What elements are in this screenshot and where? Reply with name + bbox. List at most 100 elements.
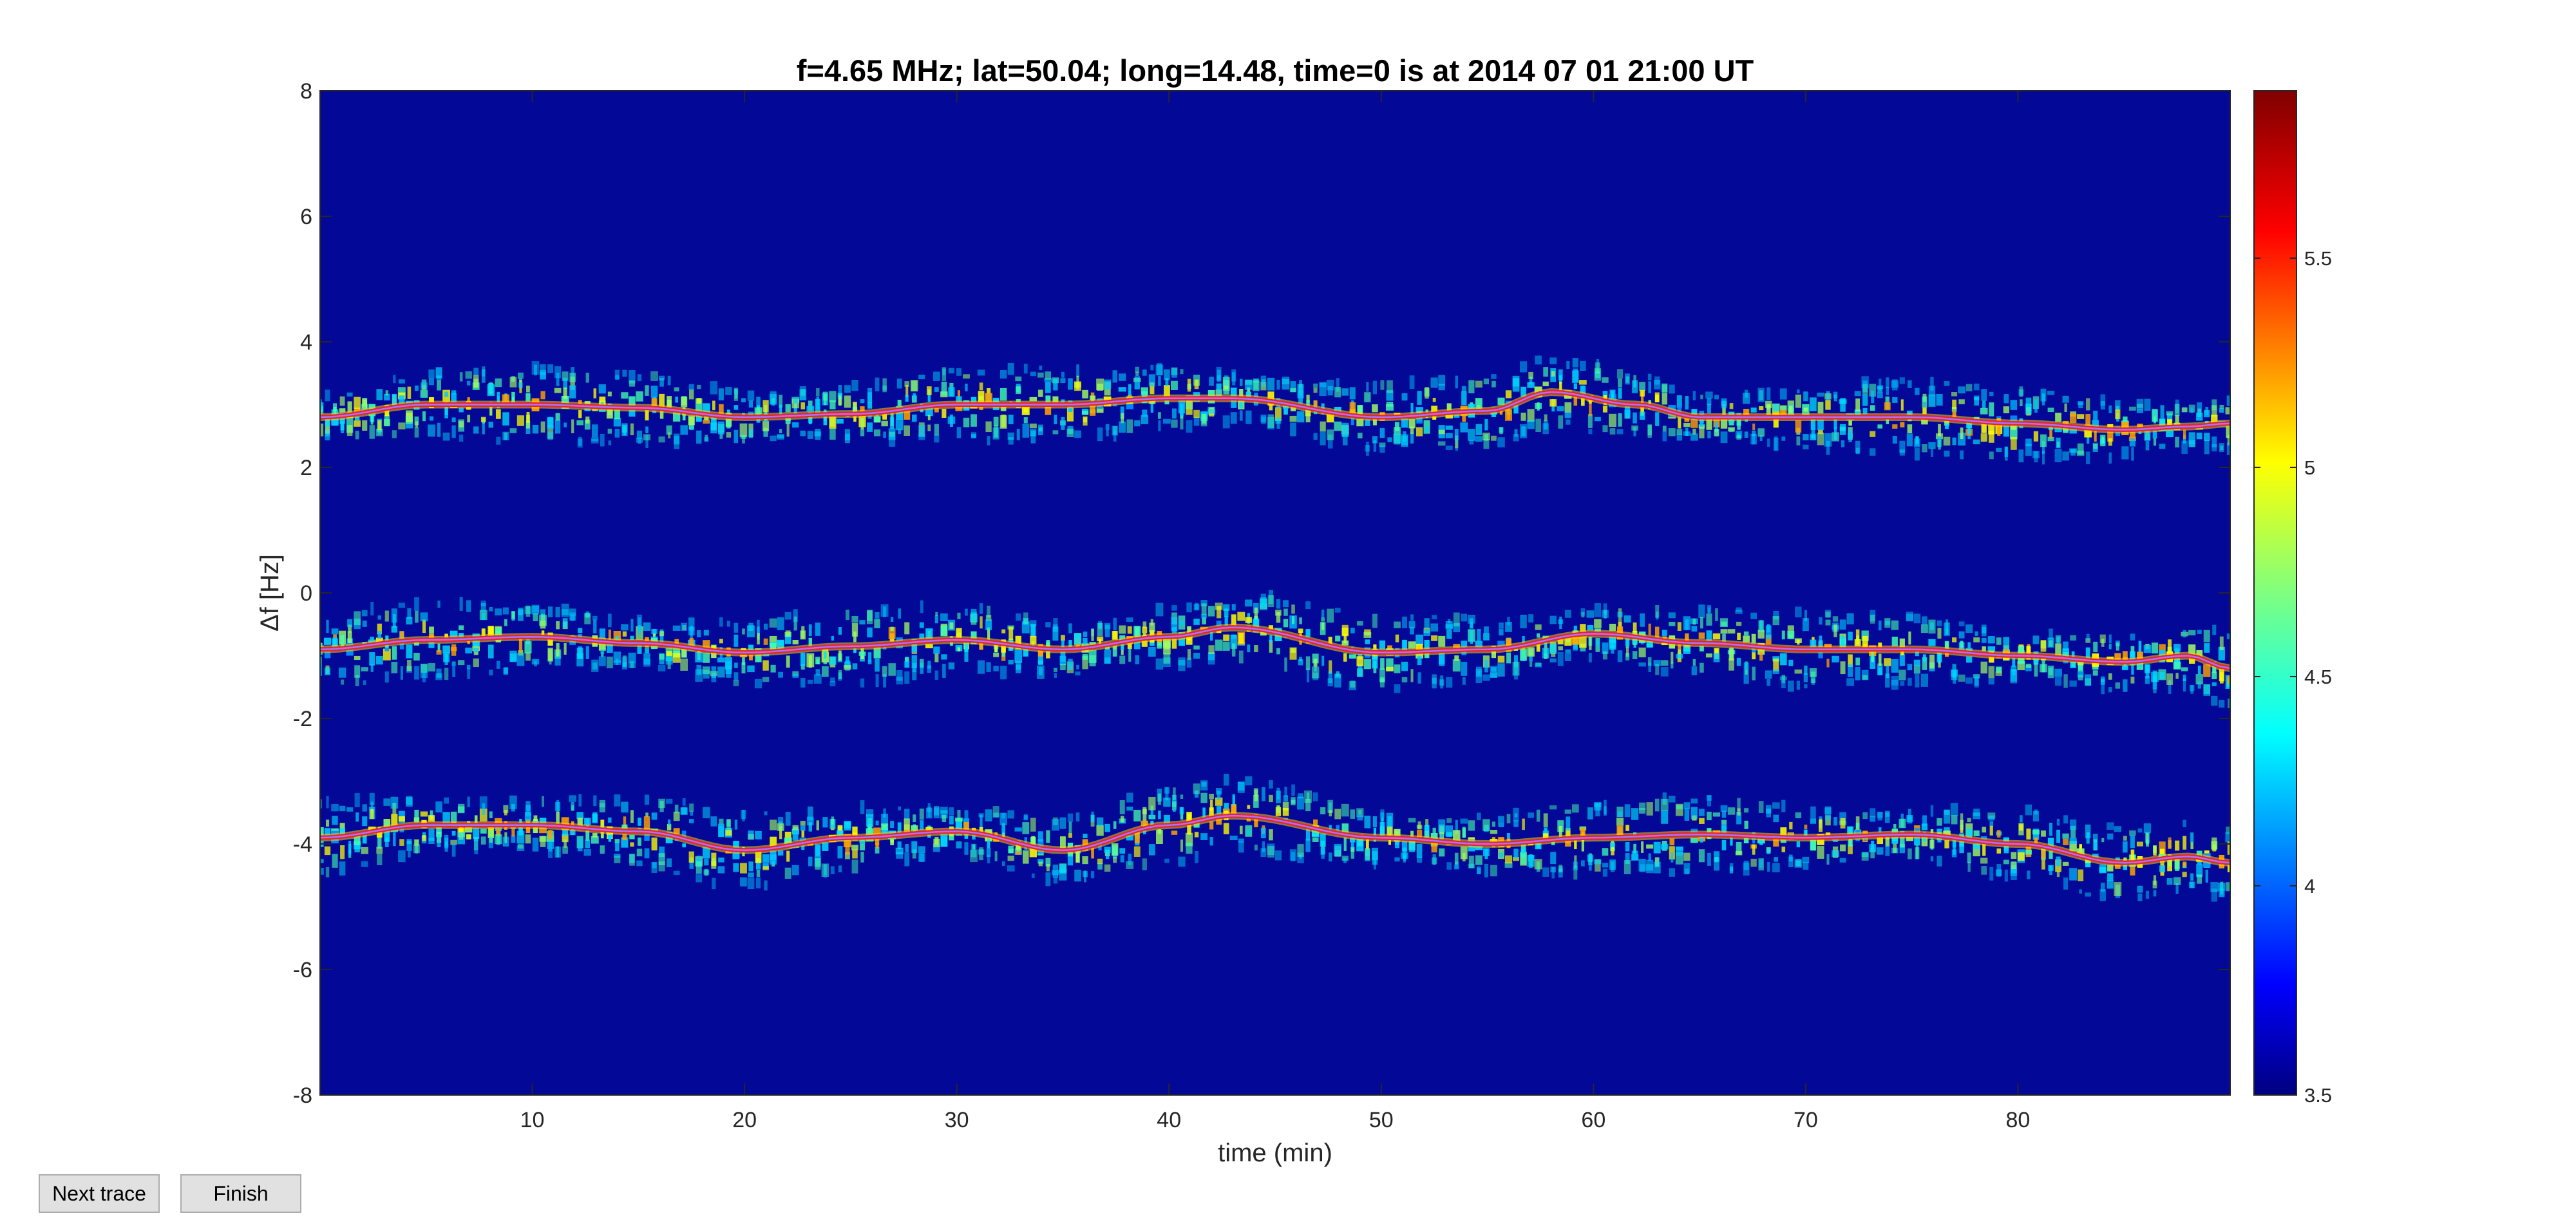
trace-speckle [1438, 651, 1445, 664]
trace-speckle [1781, 847, 1786, 852]
trace-speckle [1535, 841, 1542, 850]
trace-speckle [1105, 850, 1110, 859]
trace-speckle [1558, 415, 1564, 429]
trace-speckle [1737, 432, 1741, 438]
trace-speckle [2166, 878, 2173, 885]
trace-speckle [1988, 815, 1995, 821]
trace-speckle [406, 839, 412, 844]
trace-speckle [823, 865, 828, 878]
trace-speckle [1121, 413, 1124, 424]
trace-speckle [509, 377, 517, 388]
trace-speckle [2018, 449, 2024, 463]
trace-speckle [592, 424, 598, 438]
trace-speckle [1074, 381, 1081, 391]
trace-speckle [2077, 414, 2085, 419]
trace-speckle [1350, 628, 1355, 633]
trace-speckle [564, 422, 567, 427]
trace-speckle [1683, 863, 1690, 874]
trace-speckle [1007, 362, 1014, 375]
trace-speckle [1572, 358, 1578, 368]
trace-speckle [1499, 427, 1503, 435]
trace-speckle [1551, 866, 1555, 879]
trace-speckle [459, 633, 464, 637]
trace-speckle [1180, 415, 1184, 430]
trace-speckle [1640, 613, 1645, 627]
trace-speckle [999, 370, 1007, 379]
next-trace-button[interactable]: Next trace [39, 1174, 160, 1213]
trace-speckle [1840, 818, 1846, 829]
trace-speckle [489, 607, 493, 612]
trace-speckle [569, 612, 576, 621]
trace-speckle [1987, 636, 1995, 644]
trace-speckle [739, 423, 748, 437]
trace-speckle [428, 829, 435, 841]
trace-speckle [1826, 854, 1830, 865]
trace-speckle [1201, 603, 1207, 615]
trace-speckle [1609, 859, 1616, 870]
trace-speckle [672, 411, 681, 422]
trace-speckle [1155, 603, 1164, 617]
trace-speckle [1638, 662, 1646, 667]
trace-speckle [807, 431, 813, 439]
trace-speckle [1379, 445, 1385, 453]
trace-speckle [1395, 634, 1399, 642]
trace-speckle [1216, 366, 1222, 381]
trace-speckle [1891, 679, 1899, 686]
trace-speckle [1832, 616, 1839, 622]
trace-speckle [1960, 450, 1964, 460]
trace-speckle [1445, 621, 1453, 629]
trace-speckle [1744, 820, 1748, 829]
trace-speckle [1306, 792, 1310, 801]
trace-speckle [2115, 409, 2121, 420]
trace-speckle [658, 436, 665, 443]
trace-speckle [1767, 438, 1770, 447]
trace-speckle [1891, 659, 1899, 673]
trace-speckle [1899, 843, 1905, 854]
trace-speckle [2153, 845, 2157, 854]
trace-speckle [1275, 610, 1282, 616]
trace-speckle [793, 609, 798, 623]
trace-speckle [1186, 420, 1193, 433]
trace-speckle [2211, 671, 2217, 680]
trace-speckle [451, 843, 456, 857]
trace-speckle [340, 635, 345, 649]
trace-speckle [1729, 403, 1734, 409]
trace-speckle [710, 816, 717, 827]
trace-speckle [354, 420, 361, 427]
trace-speckle [1245, 379, 1253, 390]
trace-speckle [2210, 882, 2219, 892]
trace-speckle [1372, 655, 1378, 669]
trace-speckle [1394, 433, 1401, 445]
trace-speckle [2211, 405, 2217, 417]
trace-speckle [2107, 429, 2114, 442]
trace-speckle [2032, 451, 2040, 458]
finish-button[interactable]: Finish [180, 1174, 301, 1213]
trace-speckle [1460, 846, 1468, 859]
trace-speckle [977, 370, 985, 376]
trace-speckle [1313, 388, 1318, 393]
trace-speckle [466, 380, 471, 386]
trace-speckle [1862, 812, 1868, 820]
trace-speckle [1742, 393, 1750, 404]
trace-speckle [2175, 840, 2180, 851]
trace-speckle [1855, 823, 1860, 829]
trace-speckle [659, 375, 665, 380]
trace-speckle [2197, 681, 2201, 689]
trace-speckle [2033, 431, 2039, 442]
trace-speckle [1202, 807, 1206, 818]
trace-speckle [1283, 608, 1288, 616]
trace-speckle [1684, 808, 1690, 821]
trace-speckle [2101, 436, 2105, 444]
trace-speckle [1504, 862, 1513, 868]
trace-speckle [824, 651, 827, 659]
trace-speckle [1892, 424, 1898, 429]
trace-speckle [1446, 677, 1453, 688]
trace-speckle [927, 660, 931, 669]
trace-speckle [1521, 426, 1526, 437]
trace-speckle [1683, 802, 1690, 809]
trace-speckle [638, 617, 641, 632]
trace-speckle [436, 668, 442, 679]
trace-speckle [770, 820, 777, 830]
trace-speckle [599, 800, 605, 812]
trace-speckle [1311, 830, 1320, 837]
